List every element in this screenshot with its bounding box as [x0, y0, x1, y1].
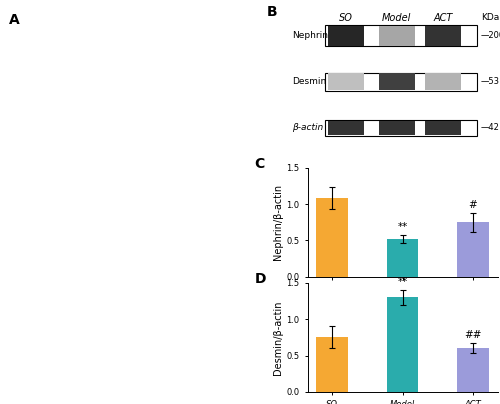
Text: KDa: KDa [480, 13, 499, 22]
Bar [326, 73, 476, 91]
Text: Desmin: Desmin [292, 77, 326, 86]
Bar [379, 121, 414, 135]
Text: ACT: ACT [433, 13, 452, 23]
Text: —200: —200 [480, 31, 500, 40]
Text: —53: —53 [480, 77, 500, 86]
Bar [328, 26, 364, 46]
Y-axis label: Desmin/β-actin: Desmin/β-actin [274, 300, 283, 375]
Text: SO: SO [340, 13, 353, 23]
Bar [379, 74, 414, 90]
Text: **: ** [398, 222, 407, 231]
Bar [386, 239, 418, 277]
Text: B: B [266, 5, 277, 19]
Bar [326, 120, 476, 135]
Bar [457, 348, 489, 392]
Text: A: A [9, 13, 20, 27]
Text: C: C [254, 157, 264, 171]
Text: β-actin: β-actin [292, 123, 323, 133]
Bar [328, 121, 364, 135]
Bar [425, 121, 461, 135]
Bar [316, 337, 348, 392]
Bar [379, 26, 414, 46]
Text: Nephrin: Nephrin [292, 31, 328, 40]
Bar [328, 74, 364, 90]
Y-axis label: Nephrin/β-actin: Nephrin/β-actin [274, 184, 283, 260]
Bar [425, 26, 461, 46]
Text: —42: —42 [480, 123, 500, 133]
Bar [316, 198, 348, 277]
Bar [386, 297, 418, 392]
Bar [457, 222, 489, 277]
Text: #: # [468, 200, 477, 210]
Text: D: D [254, 272, 266, 286]
Text: ##: ## [464, 330, 482, 340]
Text: **: ** [398, 277, 407, 287]
Bar [326, 25, 476, 46]
Bar [425, 74, 461, 90]
Text: Model: Model [382, 13, 412, 23]
